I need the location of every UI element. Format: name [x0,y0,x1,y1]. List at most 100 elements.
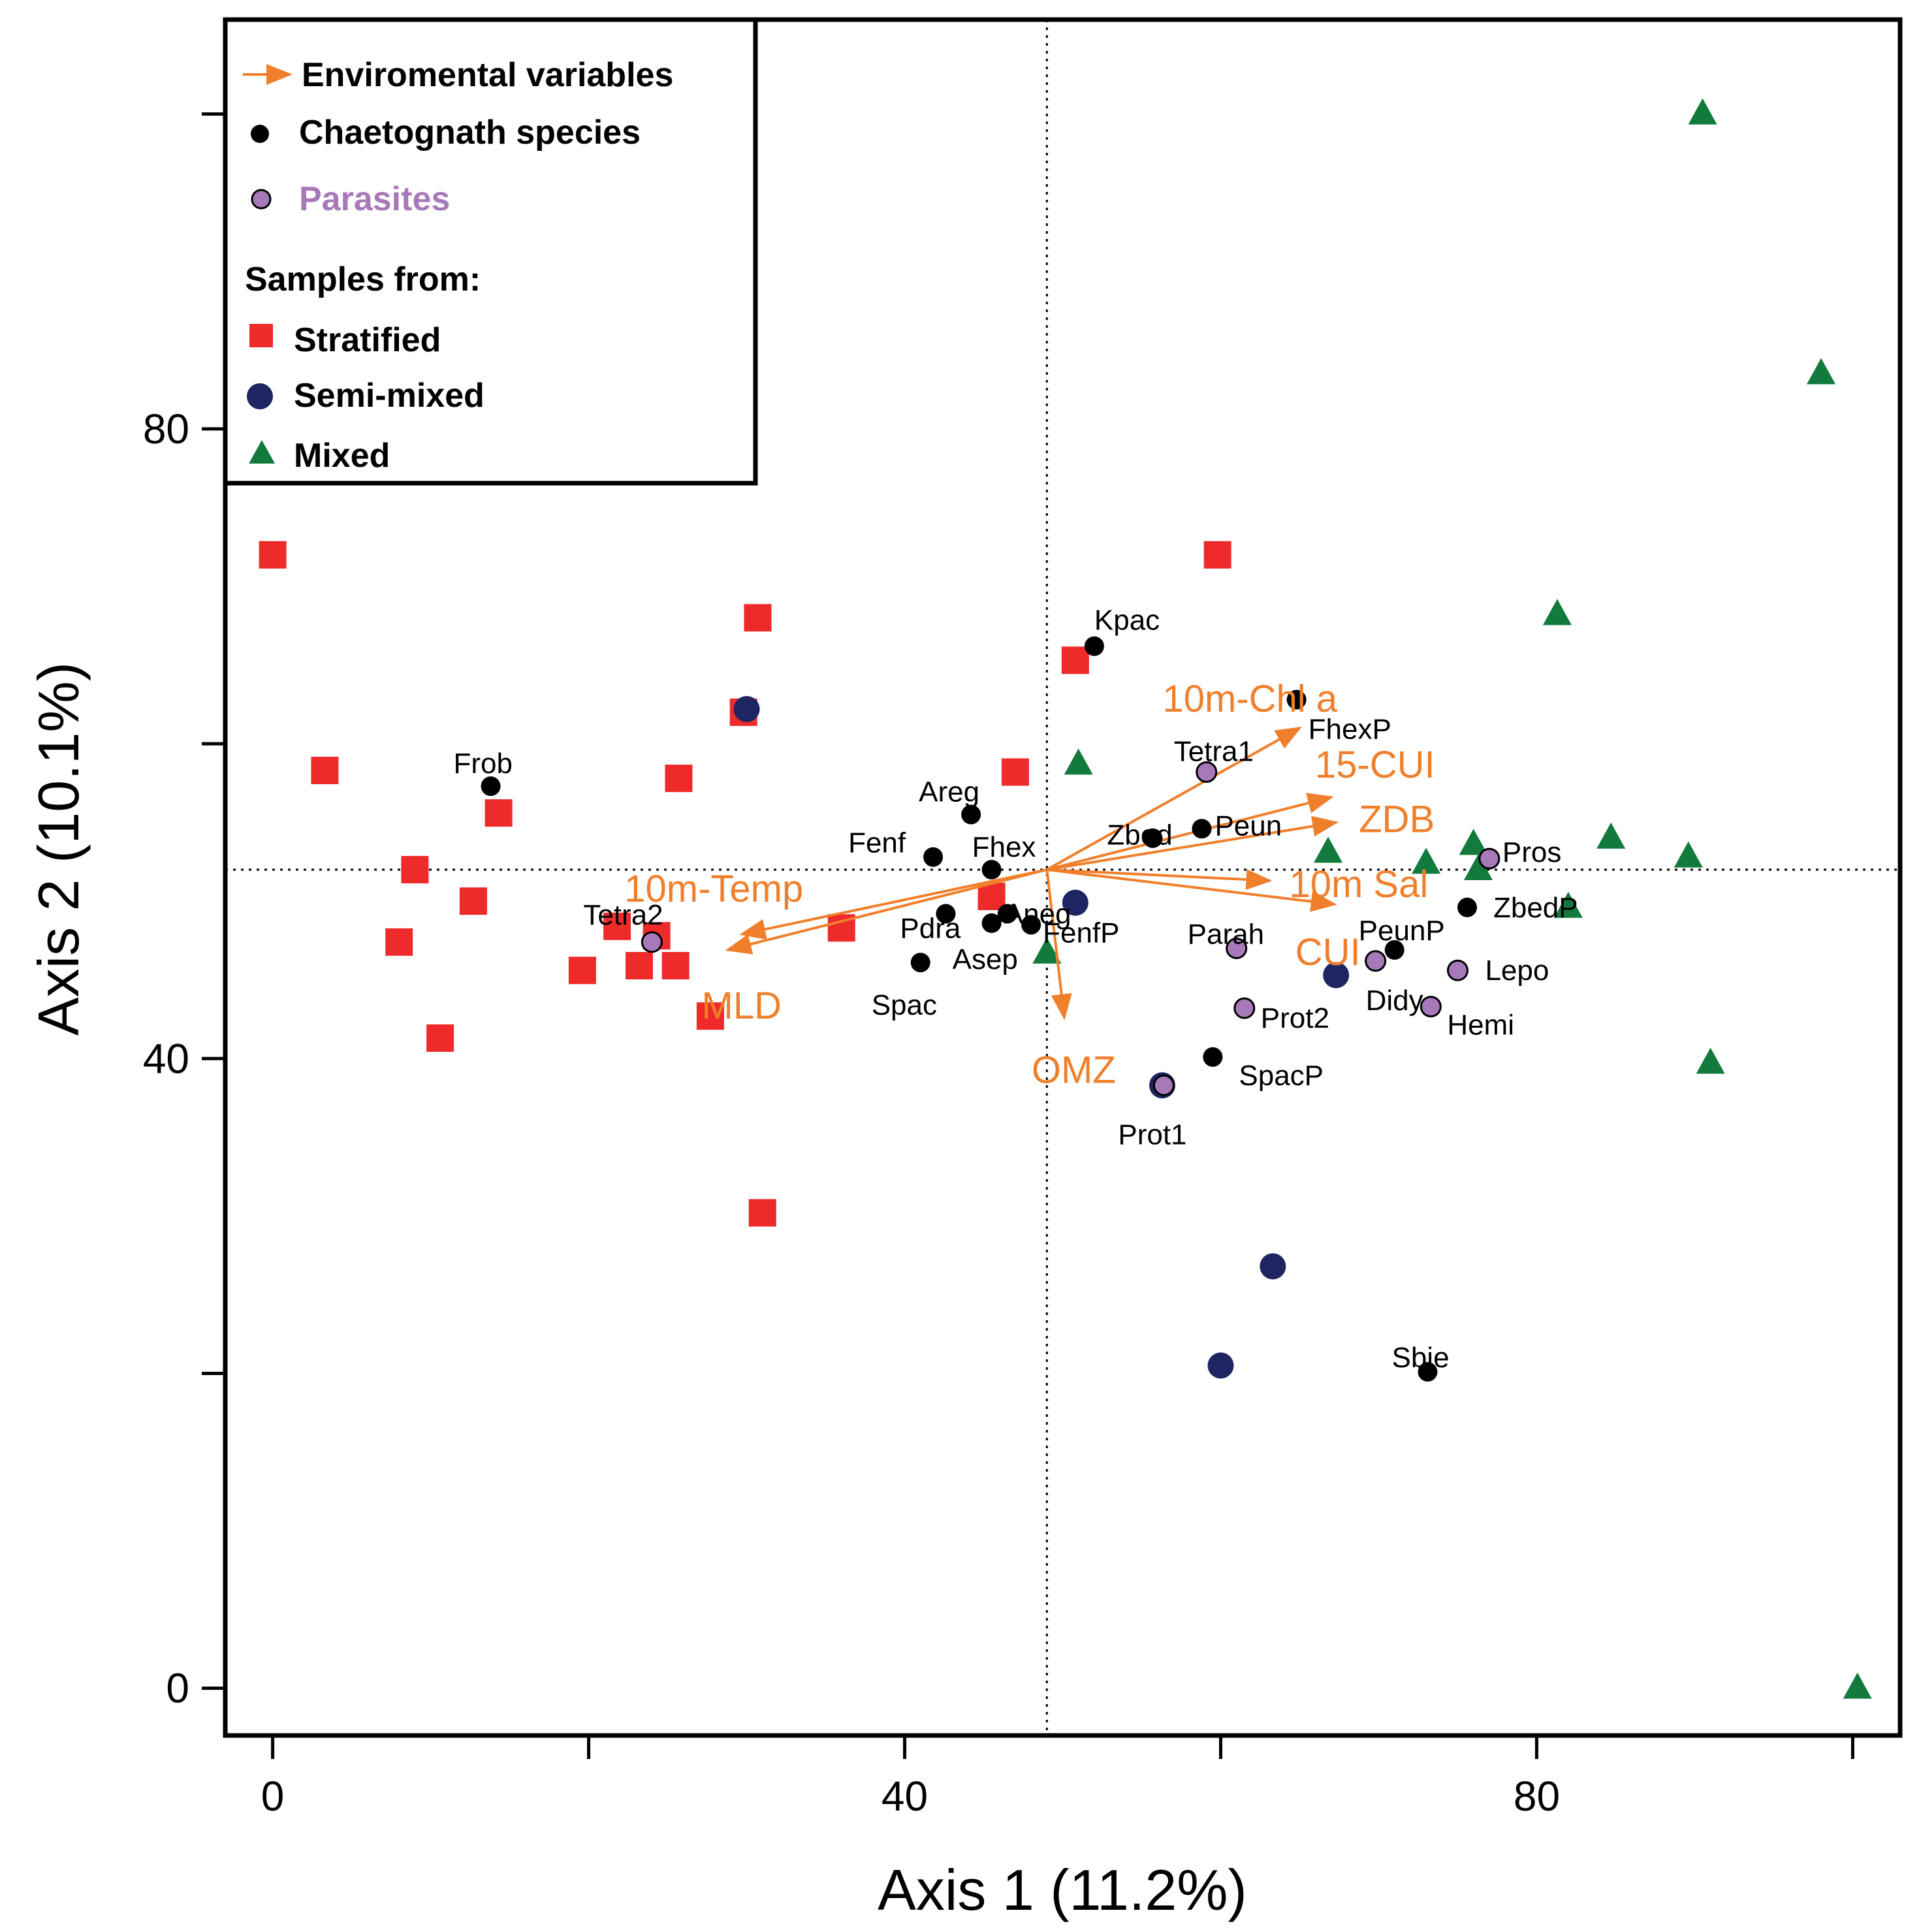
semi-mixed-sample-point [1260,1253,1286,1280]
env-variable-label: OMZ [1032,1049,1116,1092]
stratified-sample-point [484,799,513,827]
species-label: SpacP [1239,1060,1324,1092]
legend-triangle-icon [249,440,275,464]
semi-mixed-sample-point [1062,889,1088,916]
species-label: Peun [1215,810,1282,842]
parasite-point [641,931,663,953]
species-label: FhexP [1309,714,1391,746]
env-arrow [1045,869,1072,1021]
species-label: Sbie [1391,1342,1449,1374]
x-tick-label: 40 [881,1773,928,1820]
parasite-label: Tetra2 [583,899,663,931]
legend-box [223,17,758,486]
parasite-point [1365,950,1387,972]
parasite-point [1446,959,1469,981]
species-points [481,636,1477,1382]
legend-stratified-label: Stratified [294,321,441,359]
legend-circle-icon [247,383,273,409]
species-label: PeunP [1359,915,1445,947]
mixed-sample-point [1553,891,1583,918]
env-arrow [725,868,1047,955]
species-point [997,904,1017,924]
point-labels: Kpac FhexP Frob Areg Zbed Peun Fenf Fhex Pdra Ane… [454,605,1578,1374]
mixed-sample-point [1596,822,1626,849]
species-label: Areg [919,776,979,808]
env-variable-label: 10m-Temp [624,868,803,910]
species-label: Aneg [1004,898,1072,930]
mixed-sample-point [1674,841,1703,868]
parasite-label: Hemi [1447,1009,1514,1041]
parasite-point [1226,937,1248,959]
parasite-label: Prot1 [1118,1118,1186,1150]
species-label: Fhex [972,831,1036,863]
parasite-label: Parah [1188,918,1264,950]
species-point [1084,636,1104,656]
mixed-sample-point [1463,853,1493,880]
env-arrow [1046,793,1334,871]
parasite-point [1478,847,1500,870]
stratified-sample-point [311,757,339,785]
legend: Enviromental variables Chaetognath speci… [223,17,758,486]
species-point [1203,1047,1223,1067]
x-tick-label: 80 [1514,1773,1560,1820]
legend-mixed-label: Mixed [294,437,390,475]
mixed-sample-point [1843,1672,1872,1699]
species-point [981,913,1002,933]
semi-mixed-sample-point [1323,962,1350,989]
species-point [981,859,1002,879]
species-point [961,804,981,825]
stratified-sample-point [568,957,596,985]
parasite-points [641,761,1500,1096]
mixed-sample-point [1064,748,1093,775]
stratified-sample-point [1203,541,1231,569]
y-tick-label: 80 [143,405,189,452]
env-arrow [1046,726,1302,871]
species-label: Asep [953,943,1018,975]
env-variable-label: 10m-Chl a [1162,678,1337,720]
species-label: ZbedP [1493,892,1578,924]
species-point [481,776,501,797]
env-arrows [725,726,1339,1021]
species-label: FenfP [1043,917,1119,949]
stratified-sample-point [1061,646,1089,674]
mixed-sample-point [1807,358,1836,385]
env-arrow [739,868,1047,940]
parasite-label: Lepo [1485,955,1549,987]
sample-points [259,98,1872,1699]
x-axis: 0 40 80 [261,1735,1854,1820]
mixed-sample-point [1032,937,1062,964]
env-variable-label: 10m Sal [1289,863,1428,906]
legend-semimixed-label: Semi-mixed [294,377,484,415]
legend-species-dot-icon [251,125,269,143]
y-tick-label: 0 [166,1665,189,1712]
species-label: Frob [454,748,513,780]
stratified-sample-point [748,1199,776,1227]
mixed-sample-point [1688,98,1717,125]
species-label: Fenf [848,827,906,859]
parasite-label: Didy [1366,985,1423,1017]
parasite-point [1233,997,1256,1019]
y-axis-title: Axis 2 (10.1%) [26,662,91,1036]
species-point [1384,940,1405,960]
species-label: Spac [872,989,937,1021]
stratified-sample-point [977,882,1006,910]
stratified-sample-point [665,765,693,793]
env-arrow [1047,868,1273,891]
stratified-sample-point [661,952,690,980]
semi-mixed-sample-point [1207,1352,1234,1379]
species-point [923,847,944,867]
species-point [1418,1362,1438,1382]
stratified-sample-point [603,912,631,940]
env-variable-label: ZDB [1359,799,1435,841]
stratified-sample-point [259,541,287,569]
legend-parasite-label: Parasites [299,180,450,218]
species-point [910,953,930,973]
x-tick-label: 0 [261,1773,285,1820]
species-point [1286,689,1307,710]
stratified-sample-point [696,1002,724,1030]
species-point [1143,828,1163,848]
stratified-sample-point [426,1024,454,1052]
parasite-label: Prot2 [1261,1002,1329,1034]
stratified-sample-point [459,887,487,915]
stratified-sample-point [625,952,653,980]
